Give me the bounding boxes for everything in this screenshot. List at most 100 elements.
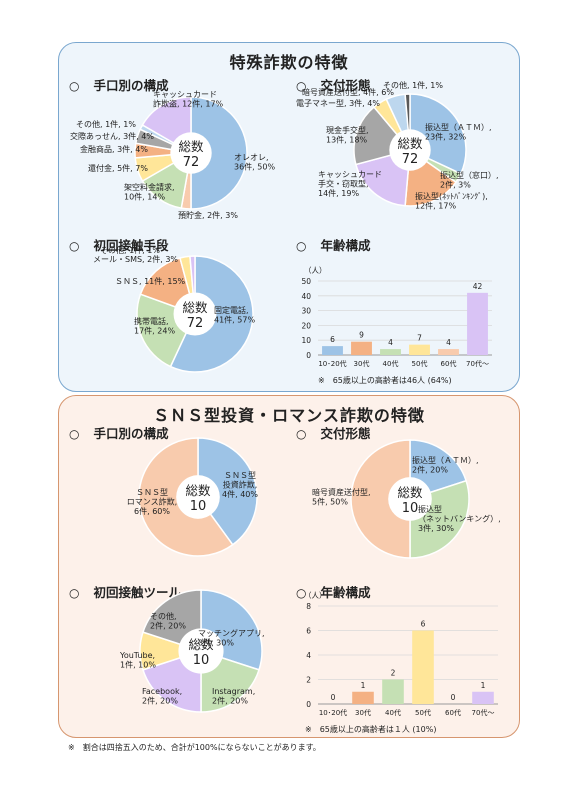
y-tick-label: 50: [301, 277, 311, 286]
pie-hole: [173, 292, 217, 336]
pie-slice-label: その他, 1件, 1%: [383, 80, 443, 90]
age-note: ※ 65歳以上の高齢者は１人 (10%): [305, 725, 437, 734]
bar-value-label: 6: [421, 620, 426, 629]
bar: [409, 344, 430, 355]
pie-slice-label: キャッシュカード手交・窃取型, 14件, 19%: [318, 170, 382, 198]
bar-value-label: 2: [391, 669, 396, 678]
pie-slice-label: 現金手交型, 13件, 18%: [326, 125, 369, 145]
pie-center-label: 総数: [397, 136, 423, 151]
x-tick-label: 10･20代: [318, 359, 346, 368]
bar-value-label: 42: [473, 282, 483, 291]
pie-center-label: 総数: [182, 300, 208, 315]
y-tick-label: 40: [301, 292, 311, 301]
pie-slice-label: 電子マネー型, 3件, 4%: [296, 98, 380, 108]
pie-slice-label: 振込型（ＡＴＭ）, 23件, 32%: [425, 122, 492, 142]
pie-slice-label: 交際あっせん, 3件, 4%: [70, 131, 154, 141]
pie-slice-label: 還付金, 5件, 7%: [88, 163, 148, 173]
pie-slice-label: その他, 2件, 20%: [150, 611, 186, 631]
bar: [438, 349, 459, 355]
section-heading-method: ○ 手口別の構成: [69, 78, 169, 93]
pie-slice-label: 預貯金, 2件, 3%: [178, 210, 238, 220]
section-heading-delivery: ○ 交付形態: [296, 78, 371, 93]
pie-center-value: 10: [193, 653, 210, 668]
x-tick-label: 40代: [383, 359, 399, 368]
section-heading-contact: ○ 初回接触ツール: [69, 585, 181, 600]
panel-title: 特殊詐欺の特徴: [229, 53, 349, 72]
x-tick-label: 70代～: [472, 708, 495, 717]
unit-label: （人）: [304, 266, 327, 275]
pie-slice-label: 振込型（ＡＴＭ）, 2件, 20%: [412, 455, 479, 475]
pie-center-value: 10: [402, 501, 419, 516]
bar-value-label: 6: [330, 335, 335, 344]
unit-label: （人）: [304, 591, 327, 600]
y-tick-label: 6: [306, 627, 311, 636]
pie-slice-label: オレオレ, 36件, 50%: [234, 153, 275, 172]
pie-center-value: 72: [402, 152, 419, 167]
bar-value-label: 1: [361, 681, 366, 690]
pie-center-label: 総数: [397, 485, 423, 500]
pie-hole: [178, 628, 224, 674]
pie-slice-label: YouTube, 1件, 10%: [119, 651, 156, 670]
pie-center-value: 10: [190, 499, 207, 514]
bar: [382, 679, 404, 704]
bar-value-label: 0: [451, 693, 456, 702]
bar-chart-p2_age: 0 2 4 6 8 （人） 0 10･20代 1 30代 2 40代 6 50代 0 60代 1 70代～: [304, 591, 498, 717]
bar-value-label: 9: [359, 331, 364, 340]
pie-slice-label: 固定電話, 41件, 57%: [214, 305, 255, 325]
pie-slice-label: 暗号資産送付型, 5件, 50%: [312, 487, 371, 507]
section-heading-contact: ○ 初回接触手段: [69, 238, 169, 253]
bar-value-label: 4: [388, 338, 393, 347]
pie-slice-label: 振込型(ﾈｯﾄﾊﾞﾝｷﾝｸﾞ), 12件, 17%: [415, 191, 488, 211]
x-tick-label: 50代: [415, 708, 431, 717]
pie-slice: [350, 439, 411, 559]
pie-slice-label: ＳＮＳ型投資詐欺, 4件, 40%: [222, 471, 258, 499]
pie-slice-label: その他, 1件, 1%: [76, 119, 136, 129]
x-tick-label: 30代: [355, 708, 371, 717]
bar: [412, 630, 434, 704]
pie-slice-label: 振込型（窓口）, 2件, 3%: [440, 170, 499, 190]
x-tick-label: 40代: [385, 708, 401, 717]
pie-slice-label: マッチングアプリ, 3件, 30%: [198, 628, 265, 648]
panel-title: ＳＮＳ型投資・ロマンス詐欺の特徴: [153, 406, 425, 425]
pie-slice-label: 振込型（ネットバンキング）, 3件, 30%: [418, 504, 501, 533]
x-tick-label: 10･20代: [319, 708, 347, 717]
x-tick-label: 50代: [412, 359, 428, 368]
pie-slice-label: 携帯電話, 17件, 24%: [134, 316, 175, 336]
y-tick-label: 30: [301, 307, 311, 316]
bar: [380, 349, 401, 355]
y-tick-label: 2: [306, 676, 311, 685]
x-tick-label: 60代: [445, 708, 461, 717]
section-heading-delivery: ○ 交付形態: [296, 426, 371, 441]
pie-slice-label: 暗号資産送付型, 4件, 6%: [302, 87, 394, 97]
bar: [467, 292, 488, 355]
pie-slice: [197, 437, 258, 546]
pie-slice-label: ＳＮＳ型ロマンス詐欺, 6件, 60%: [127, 488, 177, 516]
bar-value-label: 7: [417, 334, 422, 343]
y-tick-label: 8: [306, 602, 311, 611]
y-tick-label: 10: [301, 336, 311, 345]
bar-value-label: 0: [331, 693, 336, 702]
pie-slice-label: Instagram, 2件, 20%: [212, 687, 255, 706]
special-fraud-panel: 特殊詐欺の特徴 ○ 手口別の構成 ○ 交付形態 ○ 初回接触手段 ○ 年齢構成: [58, 42, 520, 392]
bar-value-label: 1: [481, 681, 486, 690]
bar: [352, 691, 374, 704]
y-tick-label: 0: [306, 351, 311, 360]
pie-hole: [176, 475, 220, 519]
pie-center-value: 72: [187, 316, 204, 331]
age-note: ※ 65歳以上の高齢者は46人 (64%): [318, 376, 452, 385]
pie-center-label: 総数: [178, 139, 204, 154]
section-heading-age: ○ 年齢構成: [296, 585, 371, 600]
pie-hole: [170, 132, 212, 174]
pie-hole: [389, 129, 431, 171]
pie-slice-label: メール・SMS, 2件, 3%: [93, 254, 178, 264]
pie-center-label: 総数: [185, 483, 211, 498]
pie-hole: [388, 477, 432, 521]
bar: [472, 691, 494, 704]
bar: [322, 346, 343, 355]
